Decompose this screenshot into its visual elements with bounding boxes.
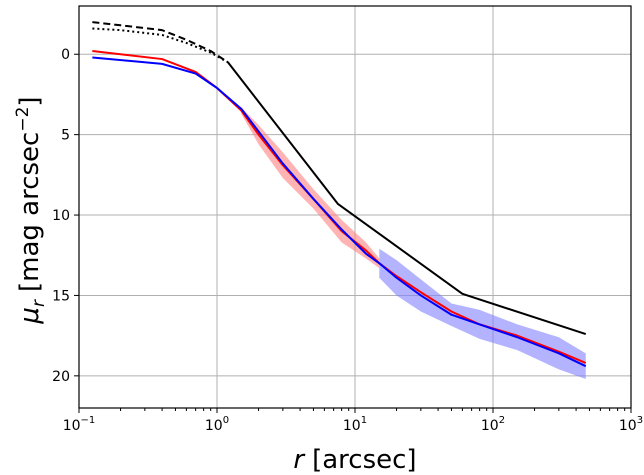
y-tick-label: 15 (52, 288, 70, 304)
y-axis-label-sub: r (29, 299, 49, 307)
tick-layer: 10−1 100 101 102 103 0 5 10 15 20 (52, 47, 643, 434)
y-tick-label: 5 (61, 128, 70, 144)
x-axis-label-main: r (293, 445, 306, 475)
series-0-line (92, 21, 229, 64)
y-axis-label-exp: −2 (13, 107, 33, 132)
band-layer (241, 107, 586, 380)
series-4-uncertainty-band (379, 248, 586, 380)
y-axis-label: μr [mag arcsec−2] (13, 96, 49, 324)
series-1-line (92, 27, 229, 64)
x-tick-label: 101 (343, 415, 367, 434)
y-axis-label-unit: [mag arcsec (15, 132, 45, 292)
x-tick-label: 10−1 (63, 415, 96, 434)
line-layer (92, 21, 587, 368)
series-4-line (92, 56, 587, 368)
series-3-line (92, 50, 587, 364)
series-3-uncertainty-band (241, 107, 380, 269)
x-axis-label-unit: [arcsec] (312, 445, 416, 475)
y-axis-label-main: μ (15, 307, 45, 325)
y-tick-label: 0 (61, 47, 70, 63)
x-axis-label: r [arcsec] (293, 445, 416, 475)
x-tick-label: 100 (205, 415, 229, 434)
y-tick-label: 20 (52, 369, 70, 385)
x-tick-label: 102 (481, 415, 505, 434)
y-tick-label: 10 (52, 208, 70, 224)
x-tick-label: 103 (619, 415, 643, 434)
series-2-line (227, 61, 587, 335)
y-axis-label-close: ] (15, 96, 45, 106)
